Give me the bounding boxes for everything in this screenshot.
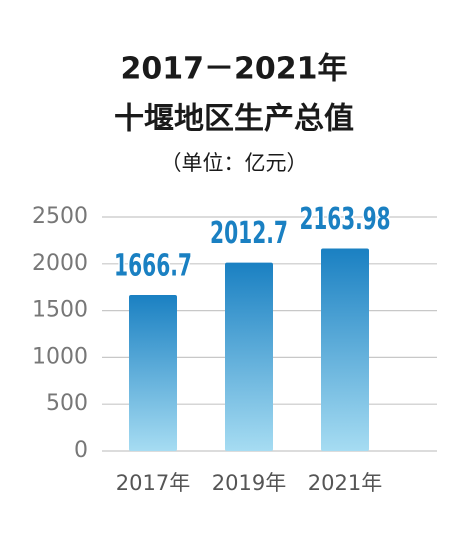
unit-label: （单位：亿元） bbox=[161, 151, 308, 175]
bar bbox=[225, 262, 273, 451]
chart-title: 2017－2021年 bbox=[121, 52, 348, 87]
y-tick-label: 1500 bbox=[32, 298, 88, 323]
chart-subtitle: 十堰地区生产总值 bbox=[114, 102, 354, 137]
bar bbox=[321, 248, 369, 451]
x-tick-label: 2021年 bbox=[308, 471, 382, 495]
bar bbox=[129, 294, 177, 451]
y-tick-label: 2500 bbox=[32, 204, 88, 229]
x-tick-label: 2017年 bbox=[116, 471, 190, 495]
y-tick-label: 2000 bbox=[32, 251, 88, 276]
value-label: 1666.7 bbox=[114, 248, 192, 283]
y-tick-label: 1000 bbox=[32, 344, 88, 369]
value-label: 2012.7 bbox=[210, 216, 288, 251]
x-tick-label: 2019年 bbox=[212, 471, 286, 495]
y-tick-label: 0 bbox=[74, 438, 88, 463]
value-label: 2163.98 bbox=[300, 202, 391, 237]
y-tick-label: 500 bbox=[46, 391, 88, 416]
